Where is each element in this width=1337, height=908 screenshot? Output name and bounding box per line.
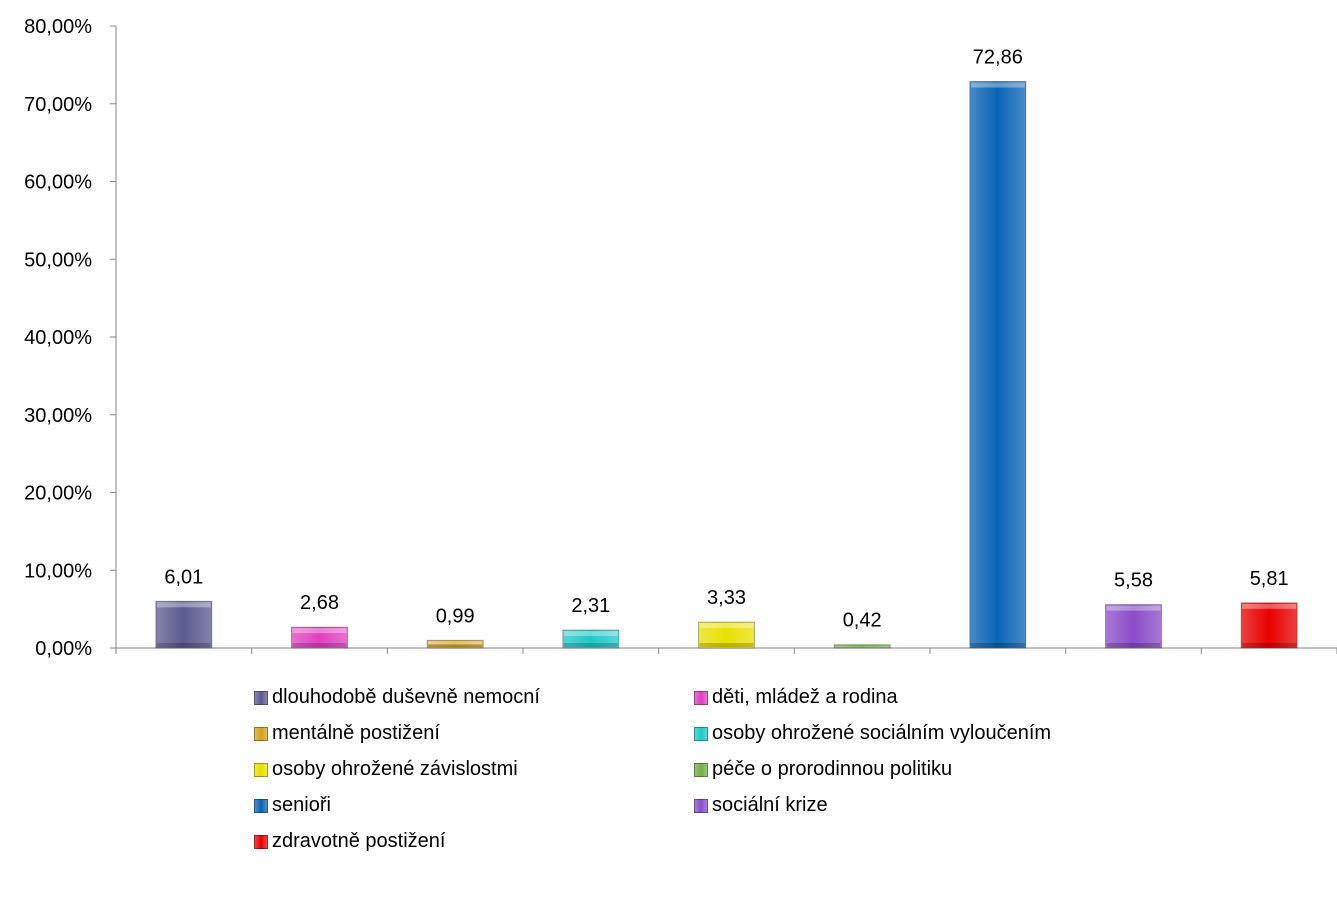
legend-label: osoby ohrožené sociálním vyloučením bbox=[712, 722, 1052, 744]
legend-item-3: mentálně postižení bbox=[254, 722, 440, 745]
bars bbox=[155, 81, 1298, 649]
legend-label: dlouhodobě duševně nemocní bbox=[272, 686, 540, 708]
bar-8 bbox=[1105, 604, 1162, 649]
x-axis bbox=[115, 647, 1337, 654]
y-tick-label: 80,00% bbox=[24, 16, 92, 38]
data-label-5: 3,33 bbox=[707, 587, 746, 609]
bar-3 bbox=[426, 639, 484, 649]
bar-chart: 0,00% 10,00% 20,00% 30,00% 40,00% 50,00% 60,00… bbox=[24, 16, 1337, 660]
bar-7 bbox=[969, 81, 1027, 649]
bar-6 bbox=[833, 644, 891, 649]
legend-swatch bbox=[254, 834, 268, 849]
legend-label: péče o prorodinnou politiku bbox=[712, 758, 953, 780]
legend-item-6: péče o prorodinnou politiku bbox=[694, 758, 952, 781]
bar-1 bbox=[155, 600, 213, 649]
data-label-3: 0,99 bbox=[436, 605, 475, 627]
legend-swatch bbox=[694, 798, 708, 813]
legend-swatch bbox=[254, 798, 268, 813]
legend-swatch bbox=[694, 690, 708, 705]
data-labels: 6,01 2,68 0,99 2,31 3,33 0,42 72,86 5,58 5,81 bbox=[164, 47, 1288, 632]
legend-swatch bbox=[694, 762, 708, 777]
legend-item-9: zdravotně postižení bbox=[254, 830, 445, 853]
legend-label: zdravotně postižení bbox=[272, 830, 446, 852]
legend-label: osoby ohrožené závislostmi bbox=[272, 758, 518, 780]
data-label-2: 2,68 bbox=[300, 592, 339, 614]
y-tick-label: 20,00% bbox=[24, 483, 92, 505]
legend-item-2: děti, mládež a rodina bbox=[694, 686, 898, 709]
y-tick-label: 40,00% bbox=[24, 327, 92, 349]
y-tick-label: 70,00% bbox=[24, 94, 92, 116]
bar-5 bbox=[698, 621, 755, 649]
data-label-9: 5,81 bbox=[1250, 568, 1289, 590]
legend-label: senioři bbox=[272, 794, 331, 816]
y-tick-label: 30,00% bbox=[24, 405, 92, 427]
data-label-1: 6,01 bbox=[164, 566, 203, 588]
bar-2 bbox=[291, 626, 348, 649]
legend-swatch bbox=[254, 762, 268, 777]
legend-label: sociální krize bbox=[712, 794, 828, 816]
legend-label: mentálně postižení bbox=[272, 722, 440, 744]
legend-item-5: osoby ohrožené závislostmi bbox=[254, 758, 518, 781]
legend-swatch bbox=[694, 726, 708, 741]
y-tick-label: 0,00% bbox=[35, 638, 92, 660]
y-tick-label: 50,00% bbox=[24, 249, 92, 271]
legend-swatch bbox=[254, 690, 268, 705]
y-tick-label: 10,00% bbox=[24, 560, 92, 582]
legend-item-8: sociální krize bbox=[694, 794, 828, 817]
y-tick-label: 60,00% bbox=[24, 172, 92, 194]
data-label-8: 5,58 bbox=[1114, 570, 1153, 592]
y-axis: 0,00% 10,00% 20,00% 30,00% 40,00% 50,00% 60,00… bbox=[24, 16, 117, 660]
legend-item-7: senioři bbox=[254, 794, 331, 817]
legend-item-1: dlouhodobě duševně nemocní bbox=[254, 686, 540, 709]
data-label-6: 0,42 bbox=[843, 610, 882, 632]
legend-item-4: osoby ohrožené sociálním vyloučením bbox=[694, 722, 1051, 745]
data-label-7: 72,86 bbox=[973, 47, 1023, 69]
bar-9 bbox=[1240, 602, 1298, 649]
data-label-4: 2,31 bbox=[571, 595, 610, 617]
legend-label: děti, mládež a rodina bbox=[712, 686, 898, 708]
legend-swatch bbox=[254, 726, 268, 741]
bar-4 bbox=[562, 629, 620, 649]
